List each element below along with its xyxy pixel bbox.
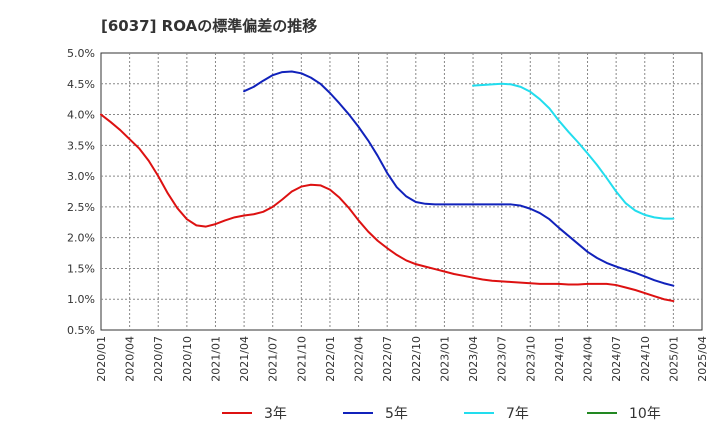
series-line-3	[472, 82, 675, 220]
x-tick-label: 2024/01	[553, 336, 566, 382]
y-tick-label: 3.0%	[67, 170, 95, 183]
x-tick-label: 2021/04	[238, 336, 251, 382]
x-tick-label: 2023/07	[496, 336, 509, 382]
y-tick-label: 5.0%	[67, 47, 95, 60]
x-tick-label: 2024/04	[582, 336, 595, 382]
x-tick-label: 2020/04	[124, 336, 137, 382]
x-tick-label: 2024/10	[639, 336, 652, 382]
x-tick-label: 2024/07	[610, 336, 623, 382]
legend-label-3: 7年	[506, 406, 529, 422]
legend-label-1: 3年	[264, 406, 287, 422]
x-tick-label: 2020/10	[181, 336, 194, 382]
legend: 3年 5年 7年 10年	[222, 406, 661, 422]
legend-label-4: 10年	[629, 406, 661, 422]
x-tick-label: 2023/10	[524, 336, 537, 382]
x-tick-label: 2025/01	[667, 336, 680, 382]
x-axis-ticks: 2020/01 2020/04 2020/07 2020/10 2021/01 2021/…	[95, 336, 709, 382]
y-tick-label: 1.5%	[67, 262, 95, 275]
x-tick-label: 2022/07	[381, 336, 394, 382]
x-tick-label: 2023/01	[438, 336, 451, 382]
series-line-2	[243, 70, 675, 287]
x-tick-label: 2021/10	[295, 336, 308, 382]
legend-label-2: 5年	[385, 406, 408, 422]
x-tick-label: 2020/07	[152, 336, 165, 382]
x-tick-label: 2023/04	[467, 336, 480, 382]
grid-lines	[101, 53, 702, 330]
x-tick-label: 2020/01	[95, 336, 108, 382]
y-tick-label: 4.5%	[67, 78, 95, 91]
x-tick-label: 2022/04	[353, 336, 366, 382]
x-tick-label: 2022/01	[324, 336, 337, 382]
y-tick-label: 1.0%	[67, 293, 95, 306]
y-tick-label: 0.5%	[67, 324, 95, 337]
y-tick-label: 2.5%	[67, 201, 95, 214]
x-tick-label: 2021/01	[209, 336, 222, 382]
x-tick-label: 2022/10	[410, 336, 423, 382]
series-lines	[100, 70, 675, 303]
y-tick-label: 2.0%	[67, 232, 95, 245]
y-tick-label: 4.0%	[67, 109, 95, 122]
x-tick-label: 2021/07	[267, 336, 280, 382]
y-tick-label: 3.5%	[67, 139, 95, 152]
chart-title: [6037] ROAの標準偏差の推移	[101, 17, 317, 35]
x-tick-label: 2025/04	[696, 336, 709, 382]
series-line-1	[100, 113, 675, 303]
y-axis-ticks: 0.5% 1.0% 1.5% 2.0% 2.5% 3.0% 3.5% 4.0% 4.5% 5.0%	[67, 47, 95, 337]
